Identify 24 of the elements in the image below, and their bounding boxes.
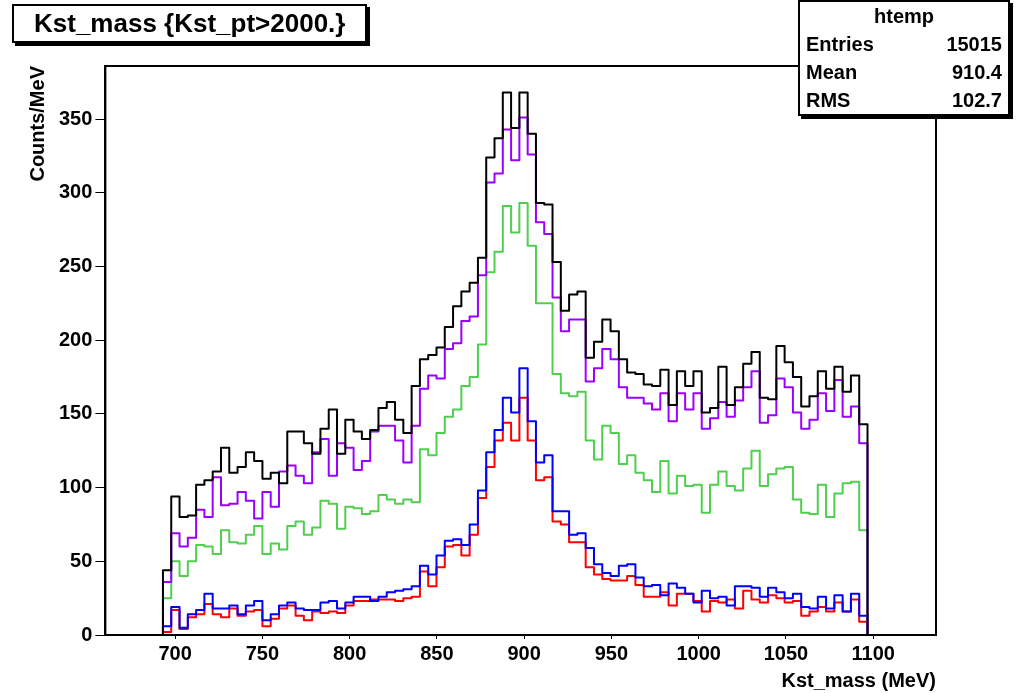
y-tick-label: 0 [81, 622, 93, 645]
x-axis-title: Kst_mass (MeV) [781, 668, 936, 691]
y-tick-label: 100 [58, 475, 93, 498]
x-tick-label: 850 [420, 641, 454, 664]
x-tick-label: 1000 [676, 641, 721, 664]
text: Mean 910.4 [806, 61, 1002, 83]
text: htemp [873, 4, 935, 29]
x-tick-label: 750 [245, 641, 280, 664]
x-tick-label: 1050 [763, 641, 809, 664]
x-tick-label: 950 [594, 641, 629, 664]
y-tick-label: 150 [58, 401, 93, 424]
text: RMS 102.7 [806, 89, 1002, 111]
chart-title: Kst_mass {Kst_pt>2000.} [12, 4, 368, 43]
text: Entries 15015 [806, 33, 1002, 55]
y-tick-label: 200 [58, 327, 93, 350]
x-tick-label: 800 [332, 641, 367, 664]
y-tick-label: 300 [58, 180, 93, 203]
x-tick-label: 1100 [851, 641, 895, 664]
y-tick-label: 350 [58, 106, 93, 129]
y-tick-label: 250 [58, 253, 93, 276]
y-tick-label: 50 [70, 548, 93, 571]
y-axis-title: Counts/MeV [25, 65, 48, 182]
x-tick-label: 700 [158, 641, 192, 664]
x-tick-label: 900 [507, 641, 541, 664]
